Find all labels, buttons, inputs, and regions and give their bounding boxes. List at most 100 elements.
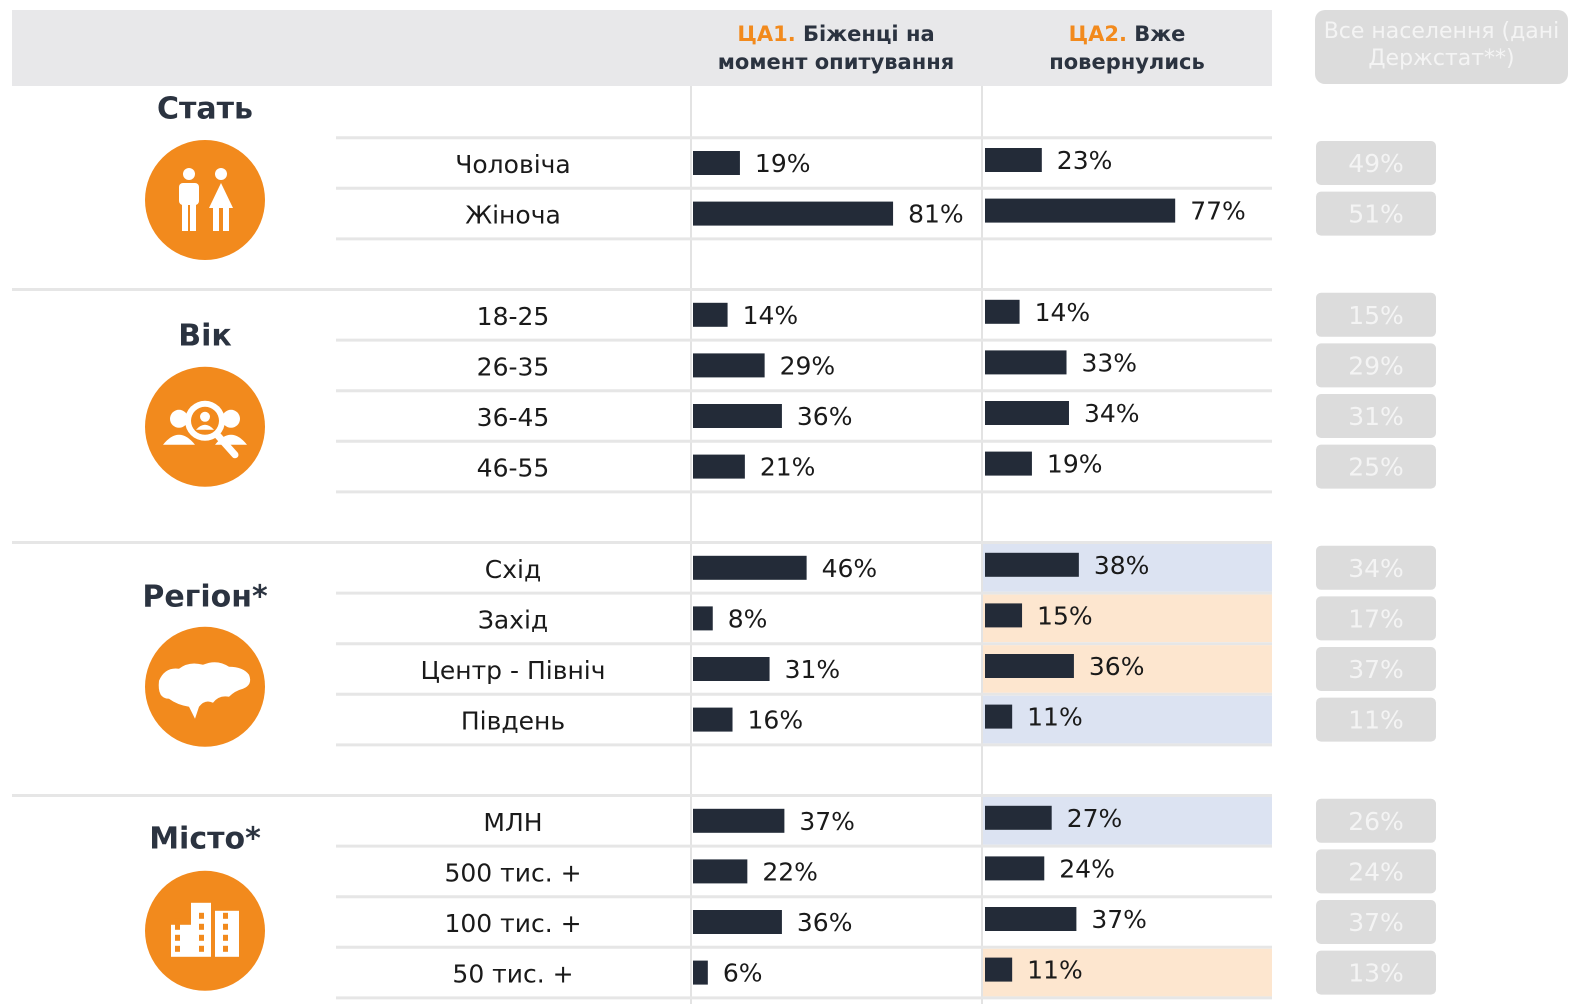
population-box — [1316, 798, 1436, 843]
bar — [985, 654, 1074, 678]
value-label: 36% — [797, 402, 853, 431]
bar — [985, 350, 1067, 375]
row-label: Південь — [461, 707, 565, 736]
bar — [985, 299, 1020, 324]
icon-shape — [213, 206, 219, 231]
bar — [693, 657, 770, 681]
cell-highlight — [983, 695, 1272, 744]
value-label: 19% — [755, 149, 811, 178]
value-label: 37% — [1091, 905, 1147, 934]
group-title: Стать — [157, 92, 253, 127]
value-label: 8% — [728, 604, 768, 633]
icon-shape — [175, 945, 180, 952]
value-label: 22% — [762, 857, 818, 886]
row-label: 50 тис. + — [452, 960, 573, 989]
population-value: 17% — [1348, 604, 1404, 633]
column-prefix: ЦА2. — [1068, 22, 1127, 46]
population-value: 26% — [1348, 807, 1404, 836]
bar — [693, 808, 785, 833]
bar — [693, 404, 782, 428]
population-box — [1316, 647, 1436, 691]
row-label: Схід — [485, 555, 541, 584]
population-value: 37% — [1348, 655, 1404, 684]
row-label: Чоловіча — [455, 150, 570, 179]
group-title: Місто* — [149, 821, 261, 856]
value-label: 19% — [1047, 450, 1103, 479]
value-label: 29% — [780, 351, 836, 380]
icon-shape — [200, 411, 210, 422]
population-value: 34% — [1348, 554, 1404, 583]
icon-shape — [223, 923, 228, 930]
value-label: 15% — [1037, 601, 1093, 630]
group-icon — [145, 626, 265, 747]
row-label: Центр - Північ — [420, 656, 605, 685]
value-label: 21% — [760, 453, 816, 482]
group-title: Вік — [178, 318, 232, 353]
population-box — [1316, 292, 1436, 337]
icon-shape — [158, 662, 251, 719]
row-label: Жіноча — [465, 201, 561, 230]
icon-shape — [175, 923, 180, 930]
icon-shape — [175, 912, 180, 919]
population-box — [1316, 141, 1436, 185]
bar — [693, 960, 708, 985]
row-label: 46-55 — [477, 454, 550, 483]
bar — [985, 451, 1032, 476]
bar — [985, 401, 1069, 425]
population-value: 24% — [1348, 857, 1404, 886]
bar — [693, 606, 713, 631]
row-label: Захід — [478, 605, 548, 634]
icon-shape — [223, 945, 228, 952]
column-header: ЦА2. Вже повернулись — [1027, 20, 1227, 76]
population-value: 11% — [1348, 706, 1404, 735]
row-label: 500 тис. + — [444, 858, 581, 887]
bar — [985, 805, 1052, 830]
icon-shape — [214, 432, 239, 459]
bar — [693, 151, 740, 175]
population-box — [1316, 394, 1436, 438]
value-label: 46% — [822, 554, 878, 583]
icon-shape — [182, 203, 188, 231]
bar — [693, 910, 782, 934]
icon-shape — [223, 912, 228, 919]
row-label: 18-25 — [477, 302, 550, 331]
population-box — [1316, 697, 1436, 742]
bar — [693, 707, 733, 732]
column-prefix: ЦА1. — [737, 22, 796, 46]
bar — [985, 148, 1042, 172]
value-label: 16% — [748, 706, 804, 735]
row-label: 36-45 — [477, 403, 550, 432]
bar — [693, 454, 745, 479]
group-icon — [145, 870, 265, 991]
group-icon — [145, 366, 265, 487]
population-box — [1316, 900, 1436, 944]
value-label: 14% — [743, 301, 799, 330]
icon-shape — [175, 934, 180, 941]
bar — [693, 859, 748, 884]
population-value: 25% — [1348, 453, 1404, 482]
value-label: 33% — [1082, 348, 1138, 377]
value-label: 34% — [1084, 399, 1140, 428]
value-label: 31% — [785, 655, 841, 684]
icon-shape — [222, 409, 240, 428]
icon-shape — [199, 934, 204, 941]
value-label: 24% — [1059, 854, 1115, 883]
value-label: 14% — [1035, 298, 1091, 327]
bar — [985, 856, 1045, 881]
bar — [985, 552, 1079, 577]
value-label: 36% — [797, 908, 853, 937]
population-box — [1316, 191, 1436, 236]
icon-shape — [199, 912, 204, 919]
value-label: 36% — [1089, 652, 1145, 681]
row-label: 26-35 — [477, 352, 550, 381]
column-header: ЦА1. Біженці на момент опитування — [706, 20, 966, 76]
group-icon — [145, 140, 265, 260]
header-band — [12, 10, 1272, 86]
icon-shape — [223, 206, 229, 231]
population-value: 49% — [1348, 149, 1404, 178]
bar — [693, 555, 807, 580]
bar — [693, 353, 765, 378]
bar — [985, 957, 1013, 982]
